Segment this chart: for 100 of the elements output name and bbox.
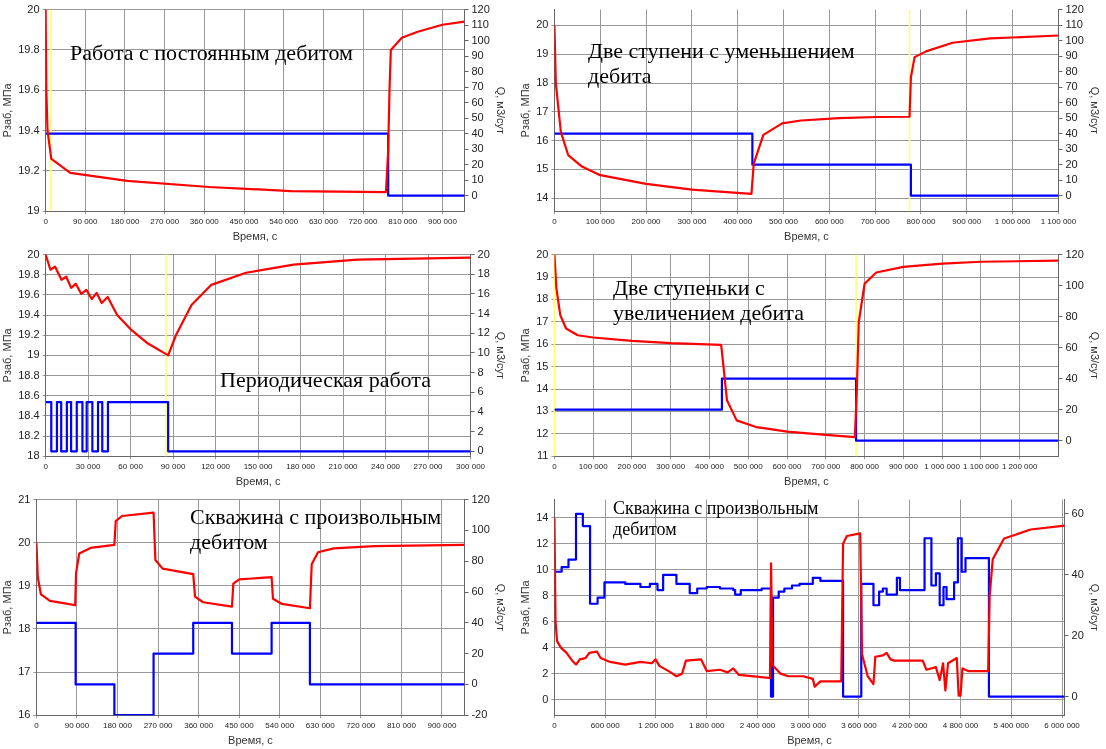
y-tick-label: 18 [18, 621, 31, 634]
y2-tick-label: 20 [471, 157, 484, 170]
y2-tick-label: 120 [1065, 2, 1084, 15]
y2-axis-title: Q, м3/сут [495, 86, 508, 135]
y-tick-label: 19 [27, 204, 40, 217]
y2-tick-label: 60 [1065, 95, 1078, 108]
y-axis-title: Рзаб, МПа [0, 579, 13, 635]
x-axis-title: Время, с [784, 230, 830, 243]
x-tick-label: 300 000 [456, 462, 486, 472]
x-tick-label: 90 000 [160, 462, 186, 472]
x-tick-label: 0 [43, 217, 49, 227]
y-tick-label: 19 [27, 348, 40, 361]
y2-tick-label: 18 [477, 267, 490, 280]
x-tick-label: 150 000 [243, 462, 274, 472]
y2-axis-title: Q, м3/сут [495, 583, 508, 632]
x-tick-label: 3 000 000 [790, 721, 827, 731]
y-tick-label: 20 [27, 2, 40, 15]
y2-tick-label: 40 [471, 615, 484, 628]
x-tick-label: 900 000 [888, 462, 919, 472]
x-tick-label: 300 000 [677, 217, 707, 227]
x-tick-label: 700 000 [811, 462, 841, 472]
y2-tick-label: 80 [471, 64, 484, 77]
y-axis-title: Рзаб, МПа [0, 82, 13, 138]
x-tick-label: 900 000 [952, 217, 982, 227]
y2-tick-label: 10 [471, 173, 484, 186]
y2-tick-label: 20 [1065, 157, 1078, 170]
y2-tick-label: 100 [471, 523, 490, 536]
y-tick-label: 18 [536, 76, 549, 89]
y-tick-label: 12 [536, 426, 549, 439]
y2-tick-label: 50 [471, 111, 484, 124]
y2-tick-label: 20 [1065, 402, 1078, 415]
annotation: Скважина с произвольным дебитом [190, 504, 443, 555]
x-tick-label: 1 100 000 [963, 462, 1000, 472]
x-axis-title: Время, с [228, 734, 274, 747]
y2-tick-label: 120 [471, 492, 490, 505]
y2-tick-label: 0 [471, 677, 478, 690]
x-axis-title: Время, с [232, 230, 278, 243]
y2-tick-label: 30 [471, 142, 484, 155]
x-tick-label: 720 000 [348, 217, 379, 227]
y2-tick-label: 0 [477, 444, 484, 457]
y2-tick-label: 8 [477, 365, 484, 378]
y2-axis-title: Q, м3/сут [495, 331, 508, 380]
x-tick-label: 240 000 [371, 462, 401, 472]
y-tick-label: 19.6 [18, 83, 40, 96]
x-tick-label: 1 800 000 [688, 721, 726, 731]
y-tick-label: 13 [536, 404, 549, 417]
y-tick-label: 19.4 [18, 308, 40, 321]
y2-tick-label: 90 [1065, 49, 1078, 62]
y-tick-label: 19.6 [18, 287, 40, 300]
x-tick-label: 1 200 000 [638, 721, 675, 731]
y-tick-label: 4 [542, 640, 549, 653]
y-tick-label: 20 [18, 535, 31, 548]
y-tick-label: 19 [536, 270, 549, 283]
y2-tick-label: 12 [477, 326, 490, 339]
y-tick-label: 19.4 [18, 123, 40, 136]
y2-tick-label: 80 [1065, 309, 1078, 322]
annotation: Работа с постоянным дебитом [70, 40, 354, 66]
y-tick-label: 17 [536, 104, 549, 117]
y2-tick-label: 2 [477, 424, 484, 437]
y2-tick-label: 6 [477, 385, 484, 398]
y2-tick-label: 14 [477, 306, 490, 319]
x-tick-label: 810 000 [388, 217, 418, 227]
y-tick-label: 20 [536, 247, 549, 260]
annotation: Скважина с произвольным дебитом [613, 498, 820, 540]
x-tick-label: 180 000 [286, 462, 316, 472]
y-tick-label: 20 [27, 247, 40, 260]
y-axis-title: Рзаб, МПа [518, 579, 531, 635]
x-tick-label: 1 000 000 [924, 462, 961, 472]
annotation: Периодическая работа [220, 367, 431, 392]
x-tick-label: 800 000 [850, 462, 880, 472]
x-tick-label: 720 000 [346, 721, 376, 731]
x-tick-label: 30 000 [75, 462, 101, 472]
x-tick-label: 810 000 [386, 721, 417, 731]
annotation: Две ступени с уменьшением дебита [588, 38, 856, 89]
x-tick-label: 2 400 000 [739, 721, 776, 731]
y2-tick-label: 60 [471, 95, 484, 108]
x-axis-title: Время, с [235, 475, 281, 488]
x-tick-label: 90 000 [64, 721, 90, 731]
y2-tick-label: 40 [1065, 371, 1078, 384]
x-tick-label: 180 000 [110, 217, 140, 227]
x-tick-label: 0 [43, 462, 49, 472]
y-tick-label: 18.8 [18, 368, 40, 381]
x-tick-label: 90 000 [73, 217, 99, 227]
y2-tick-label: 0 [1065, 188, 1072, 201]
y2-tick-label: 20 [1071, 628, 1084, 641]
x-tick-label: 450 000 [229, 217, 260, 227]
y-tick-label: 18 [536, 292, 549, 305]
y2-tick-label: 0 [1065, 433, 1072, 446]
y-tick-label: 8 [542, 588, 549, 601]
x-tick-label: 900 000 [427, 217, 458, 227]
x-tick-label: 270 000 [150, 217, 180, 227]
x-tick-label: 540 000 [269, 217, 299, 227]
x-tick-label: 60 000 [118, 462, 144, 472]
y-tick-label: 18 [27, 449, 40, 462]
y2-tick-label: 70 [1065, 80, 1078, 93]
y-tick-label: 11 [537, 449, 549, 462]
x-tick-label: 1 100 000 [1040, 217, 1077, 227]
x-tick-label: 800 000 [906, 217, 936, 227]
x-tick-label: 540 000 [265, 721, 295, 731]
y-tick-label: 19.2 [18, 163, 40, 176]
